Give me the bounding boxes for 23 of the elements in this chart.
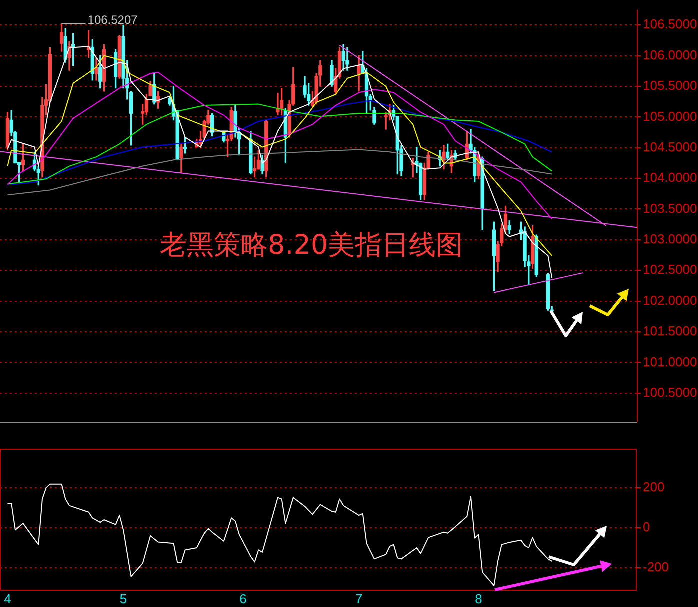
x-tick-label: 8 (475, 591, 482, 606)
y-tick-label: 104.0000 (643, 170, 698, 186)
y-tick-label: 104.5000 (643, 139, 698, 154)
x-tick-label: 6 (240, 591, 247, 606)
y-tick-label: 0 (643, 520, 650, 535)
annotation: 106.5207 (88, 13, 138, 28)
x-tick-label: 4 (4, 591, 12, 606)
y-tick-label: 103.0000 (643, 232, 698, 247)
y-tick-label: 101.0000 (643, 354, 698, 370)
y-tick-label: 102.5000 (643, 262, 698, 278)
y-tick-label: 200 (643, 480, 665, 495)
y-tick-label: 105.0000 (643, 108, 698, 124)
y-tick-label: 101.5000 (643, 324, 698, 339)
x-tick-label: 7 (355, 591, 363, 606)
y-tick-label: 102.0000 (643, 292, 698, 308)
x-tick-label: 5 (120, 591, 128, 606)
text: 老黑策略8.20美指日线图 (160, 230, 464, 262)
y-tick-label: -200 (643, 560, 670, 575)
y-tick-label: 106.5000 (643, 16, 698, 32)
y-tick-label: 100.5000 (643, 384, 698, 400)
y-tick-label: 105.5000 (643, 78, 698, 94)
y-tick-label: 103.5000 (643, 200, 698, 216)
y-tick-label: 106.0000 (643, 47, 698, 62)
